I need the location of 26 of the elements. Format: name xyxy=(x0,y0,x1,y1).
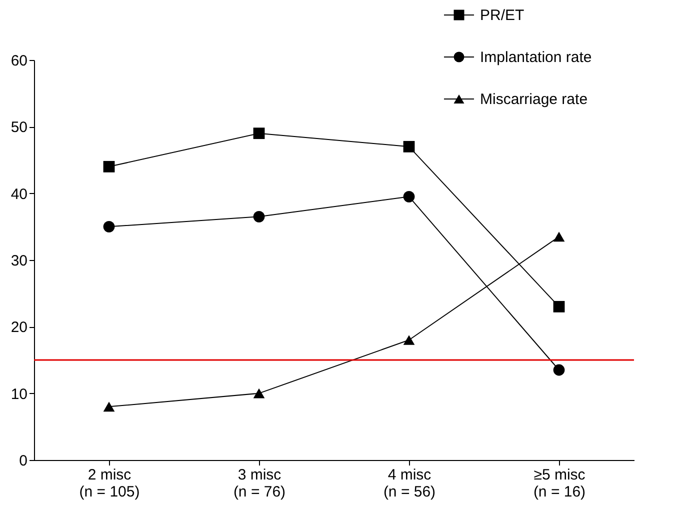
point xyxy=(253,128,265,140)
y-tick-label: 10 xyxy=(10,386,28,403)
y-tick-label: 30 xyxy=(10,252,28,270)
y-tick-label: 60 xyxy=(10,52,28,70)
x-tick-label: ≥5 misc (n = 16) xyxy=(533,466,586,500)
x-tick-label: 4 misc (n = 56) xyxy=(383,466,436,500)
point xyxy=(103,402,115,412)
point xyxy=(403,335,415,345)
point xyxy=(553,300,565,312)
point xyxy=(403,140,415,152)
legend-label: Miscarriage rate xyxy=(480,91,588,108)
legend-label: Implantation rate xyxy=(480,49,592,66)
y-tick-label: 50 xyxy=(10,119,28,136)
point xyxy=(253,388,265,398)
x-tick-label: 2 misc (n = 105) xyxy=(79,466,140,500)
y-tick-label: 20 xyxy=(10,319,28,336)
point xyxy=(253,210,265,222)
point xyxy=(103,160,115,172)
point xyxy=(403,190,415,202)
x-tick-label: 3 misc (n = 76) xyxy=(233,466,286,500)
y-tick-label: 40 xyxy=(10,186,28,203)
point xyxy=(103,220,115,232)
point xyxy=(553,232,565,242)
legend-label: PR/ET xyxy=(480,7,524,24)
y-tick-label: 0 xyxy=(19,452,28,470)
point xyxy=(553,364,565,376)
